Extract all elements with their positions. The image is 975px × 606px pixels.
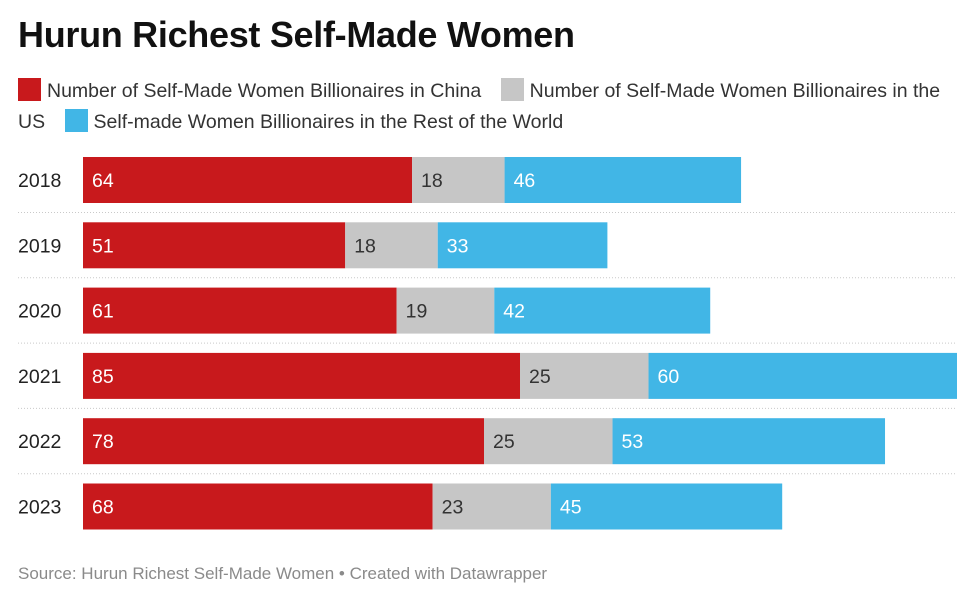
bar-2019-series-2 [437, 222, 608, 269]
legend-item-rest-of-world: Self-made Women Billionaires in the Rest… [64, 109, 564, 133]
bar-2021-series-2 [648, 352, 957, 399]
bar-2021-series-1 [520, 352, 649, 399]
bar-2021-series-0 [83, 352, 520, 399]
legend-label-rest-of-world: Self-made Women Billionaires in the Rest… [93, 111, 564, 133]
legend: Number of Self-Made Women Billionaires i… [18, 76, 963, 138]
legend-swatch-china [18, 78, 41, 101]
bar-2019-series-1 [345, 222, 438, 269]
value-label-2020-series-0: 61 [92, 301, 114, 323]
bar-2018-series-0 [83, 157, 413, 203]
category-label-2021: 2021 [18, 366, 61, 388]
value-label-2019-series-1: 18 [354, 235, 376, 257]
value-label-2020-series-2: 42 [503, 301, 525, 323]
bar-2023-series-1 [432, 483, 551, 530]
value-label-2023-series-2: 45 [560, 497, 582, 519]
value-label-2018-series-0: 64 [92, 170, 114, 192]
chart-title: Hurun Richest Self-Made Women [18, 14, 575, 55]
bar-2023-series-2 [550, 483, 783, 530]
bar-2018-series-1 [412, 157, 505, 203]
value-label-2021-series-1: 25 [529, 366, 551, 388]
legend-swatch-rest-of-world [64, 109, 88, 132]
value-label-2018-series-2: 46 [514, 170, 536, 192]
legend-label-china: Number of Self-Made Women Billionaires i… [47, 80, 482, 102]
value-label-2023-series-0: 68 [92, 497, 114, 519]
bar-2020-series-0 [83, 287, 397, 334]
category-label-2023: 2023 [18, 497, 61, 519]
value-label-2023-series-1: 23 [442, 497, 464, 519]
source-note: Source: Hurun Richest Self-Made Women • … [18, 564, 548, 583]
legend-swatch-us [500, 78, 524, 101]
legend-label-us: Number of Self-Made Women Billionaires i… [18, 80, 941, 133]
category-label-2018: 2018 [18, 170, 61, 192]
value-label-2022-series-0: 78 [92, 431, 114, 453]
value-label-2020-series-1: 19 [406, 301, 428, 323]
bar-2022-series-0 [83, 418, 485, 465]
bar-2020-series-1 [396, 287, 495, 334]
bar-2020-series-2 [494, 287, 711, 334]
category-label-2020: 2020 [18, 301, 62, 323]
value-label-2022-series-2: 53 [622, 431, 644, 453]
bar-2019-series-0 [83, 222, 346, 269]
value-label-2019-series-2: 33 [447, 235, 469, 257]
value-label-2018-series-1: 18 [421, 170, 443, 192]
bar-2018-series-2 [504, 157, 742, 203]
legend-item-us: Number of Self-Made Women Billionaires i… [18, 78, 941, 133]
stacked-bar-chart: 2018 64 18 46 2019 51 18 33 2020 61 19 42 2021 85 25 60… [18, 157, 957, 530]
value-label-2019-series-0: 51 [92, 235, 114, 257]
category-label-2022: 2022 [18, 431, 61, 453]
bar-2022-series-1 [484, 418, 613, 465]
value-label-2021-series-0: 85 [92, 366, 114, 388]
legend-item-china: Number of Self-Made Women Billionaires i… [18, 78, 482, 102]
value-label-2022-series-1: 25 [493, 431, 515, 453]
category-label-2019: 2019 [18, 235, 61, 257]
bar-2022-series-2 [612, 418, 886, 465]
bar-2023-series-0 [83, 483, 433, 530]
value-label-2021-series-2: 60 [658, 366, 680, 388]
